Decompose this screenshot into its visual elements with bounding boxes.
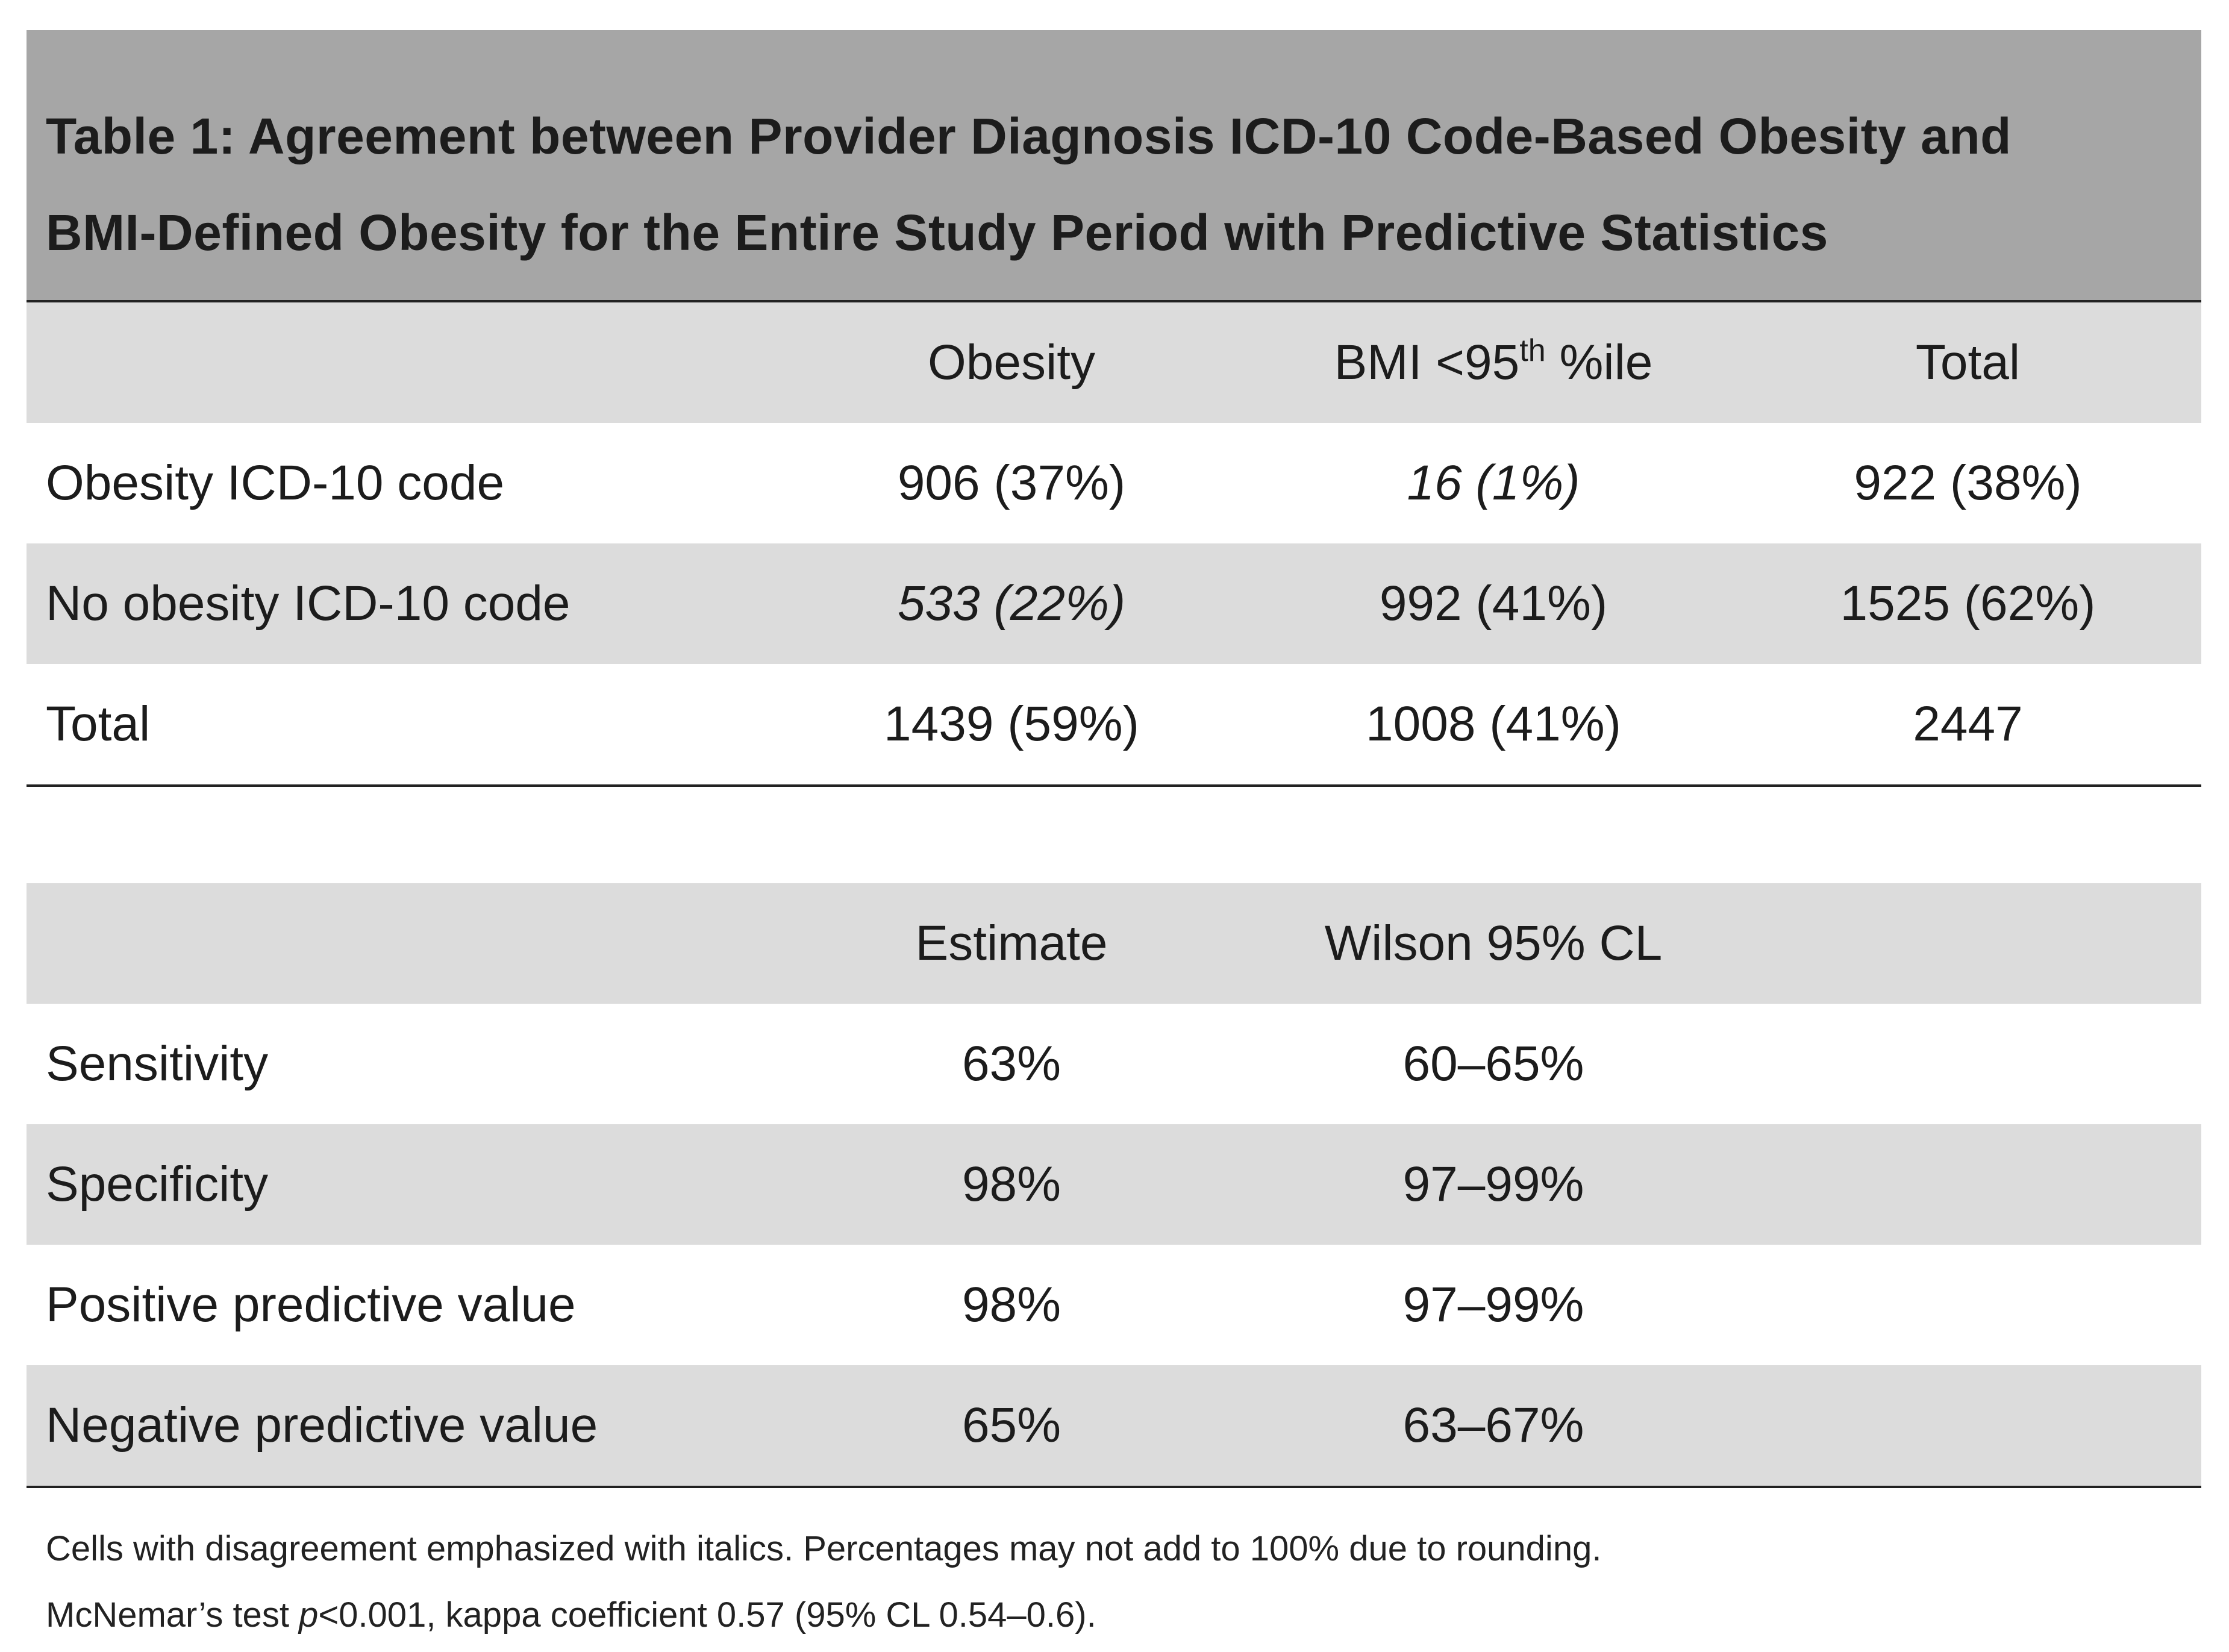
title-rule xyxy=(27,300,2201,302)
cell-estimate: 63% xyxy=(961,1036,1061,1091)
row-label: No obesity ICD-10 code xyxy=(27,543,771,664)
cell-value: 1525 (62%) xyxy=(1734,543,2201,664)
cell-value: 992 (41%) xyxy=(1252,543,1734,664)
row-label: Negative predictive value xyxy=(27,1365,771,1486)
cell-estimate: 98% xyxy=(961,1277,1061,1332)
footnote-mcnemar-suffix: <0.001, kappa coefficient 0.57 (95% CL 0… xyxy=(318,1595,1096,1635)
footnote-p-symbol: p xyxy=(299,1595,319,1635)
row-label: Specificity xyxy=(27,1124,771,1245)
table-title-line-2: BMI-Defined Obesity for the Entire Study… xyxy=(46,204,1828,261)
row-label: Obesity ICD-10 code xyxy=(46,455,505,510)
row-label: Sensitivity xyxy=(46,1036,269,1091)
statistics-bottom-rule xyxy=(27,1486,2201,1488)
statistics-header-row: Estimate Wilson 95% CL xyxy=(27,883,2201,1004)
table-row: Sensitivity 63% 60–65% xyxy=(27,1004,2201,1124)
statistics-table: Estimate Wilson 95% CL Sensitivity 63% 6… xyxy=(27,883,2201,1486)
table-footnotes: Cells with disagreement emphasized with … xyxy=(27,1516,2201,1648)
header-blank-cell xyxy=(27,302,771,423)
footnote-mcnemar: McNemar’s test p<0.001, kappa coefficien… xyxy=(46,1582,2201,1648)
cell-confidence-limits: 97–99% xyxy=(1402,1277,1584,1332)
cell-value-disagreement: 16 (1%) xyxy=(1407,455,1580,510)
table-title-line-1: Table 1: Agreement between Provider Diag… xyxy=(46,108,2012,164)
cell-empty xyxy=(1734,1124,2201,1245)
row-label: Total xyxy=(46,696,151,751)
contingency-table: Obesity BMI <95th %ile Total Obesity ICD… xyxy=(27,302,2201,784)
footnote-italics: Cells with disagreement emphasized with … xyxy=(46,1529,1602,1568)
header-wilson-cl: Wilson 95% CL xyxy=(1252,883,1734,1004)
cell-empty xyxy=(1734,1365,2201,1486)
table-gap xyxy=(27,787,2201,883)
cell-value: 922 (38%) xyxy=(1854,455,2082,510)
table-row: No obesity ICD-10 code 533 (22%) 992 (41… xyxy=(27,543,2201,664)
cell-value: 1439 (59%) xyxy=(884,696,1139,751)
header-bmi-sup: th xyxy=(1519,333,1546,368)
cell-empty xyxy=(1734,1004,2201,1124)
table-row: Positive predictive value 98% 97–99% xyxy=(27,1245,2201,1365)
cell-value: 1008 (41%) xyxy=(1366,696,1621,751)
header-bmi-prefix: BMI <95 xyxy=(1334,335,1520,390)
cell-confidence-limits: 60–65% xyxy=(1402,1036,1584,1091)
cell-empty xyxy=(1734,1245,2201,1365)
table-row: Negative predictive value 65% 63–67% xyxy=(27,1365,2201,1486)
header-bmi-below-95: BMI <95th %ile xyxy=(1252,302,1734,423)
contingency-header-row: Obesity BMI <95th %ile Total xyxy=(27,302,2201,423)
cell-confidence-limits: 63–67% xyxy=(1252,1365,1734,1486)
table-row: Total 1439 (59%) 1008 (41%) 2447 xyxy=(27,664,2201,784)
header-total: Total xyxy=(1734,302,2201,423)
header-obesity: Obesity xyxy=(771,302,1252,423)
cell-value-disagreement: 533 (22%) xyxy=(771,543,1252,664)
header-estimate: Estimate xyxy=(771,883,1252,1004)
row-label: Positive predictive value xyxy=(46,1277,576,1332)
header-bmi-suffix: %ile xyxy=(1545,335,1653,390)
cell-estimate: 98% xyxy=(771,1124,1252,1245)
table-row: Specificity 98% 97–99% xyxy=(27,1124,2201,1245)
header-blank-cell xyxy=(27,883,771,1004)
cell-confidence-limits: 97–99% xyxy=(1252,1124,1734,1245)
header-empty xyxy=(1734,883,2201,1004)
cell-value: 906 (37%) xyxy=(897,455,1126,510)
cell-estimate: 65% xyxy=(771,1365,1252,1486)
table-row: Obesity ICD-10 code 906 (37%) 16 (1%) 92… xyxy=(27,423,2201,543)
footnote-mcnemar-prefix: McNemar’s test xyxy=(46,1595,299,1635)
cell-value: 2447 xyxy=(1913,696,2023,751)
contingency-bottom-rule xyxy=(27,784,2201,787)
table-figure: Table 1: Agreement between Provider Diag… xyxy=(27,30,2201,1648)
table-title: Table 1: Agreement between Provider Diag… xyxy=(27,30,2201,300)
